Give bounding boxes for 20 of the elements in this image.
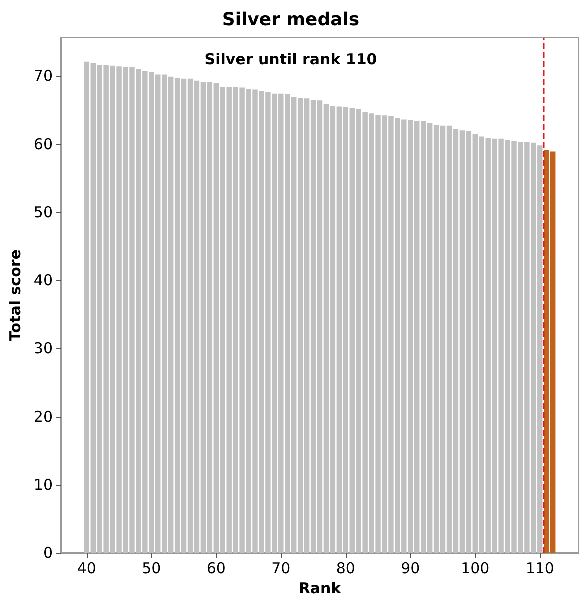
x-tick-label: 40 <box>77 560 96 578</box>
x-tick-label: 80 <box>336 560 356 578</box>
y-tick-label: 0 <box>43 544 53 562</box>
y-axis-title: Total score <box>6 250 24 342</box>
x-tick-label: 100 <box>461 560 490 578</box>
y-tick-label: 10 <box>34 476 53 494</box>
x-tick-label: 90 <box>401 560 420 578</box>
x-tick-label: 70 <box>272 560 291 578</box>
chart-title: Silver medals <box>222 10 360 30</box>
x-axis-title: Rank <box>298 580 342 598</box>
annotation: Silver until rank 110 <box>204 50 378 68</box>
y-tick-label: 30 <box>34 340 53 358</box>
x-tick-label: 50 <box>142 560 162 578</box>
y-tick-label: 20 <box>34 408 53 426</box>
x-tick-label: 60 <box>206 560 226 578</box>
y-tick-label: 40 <box>34 272 53 290</box>
y-tick-label: 50 <box>34 203 53 222</box>
y-tick-label: 60 <box>34 135 53 154</box>
x-tick-label: 110 <box>526 560 554 578</box>
y-tick-label: 70 <box>34 67 53 86</box>
